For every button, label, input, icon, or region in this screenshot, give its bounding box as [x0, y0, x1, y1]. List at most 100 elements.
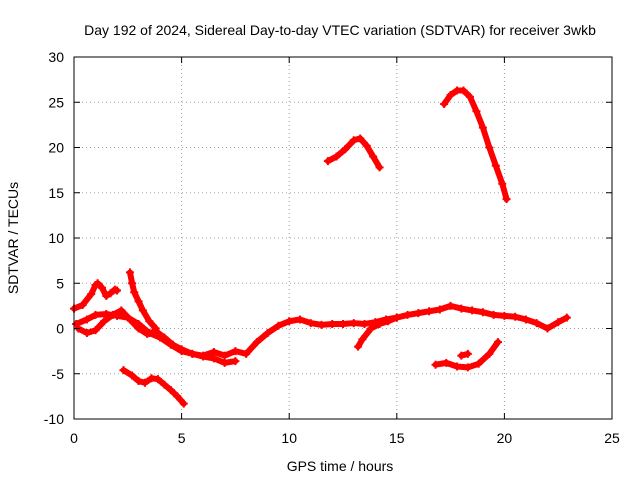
data-point	[384, 317, 393, 326]
data-point	[108, 310, 117, 319]
data-point	[306, 319, 315, 328]
data-point	[119, 366, 128, 375]
x-tick-label: 15	[389, 430, 405, 446]
series-track-4	[125, 268, 160, 333]
series-track-10	[354, 313, 401, 351]
data-point	[93, 279, 102, 288]
data-point	[358, 335, 367, 344]
series-track-1	[70, 279, 122, 313]
data-point	[332, 152, 341, 161]
y-tick-label: -10	[44, 411, 64, 427]
data-point	[145, 317, 154, 326]
data-point	[440, 100, 449, 109]
x-axis-label: GPS time / hours	[287, 458, 394, 474]
data-point	[493, 338, 502, 347]
data-point	[491, 161, 500, 170]
data-point	[82, 329, 91, 338]
data-point	[465, 92, 474, 101]
data-point	[91, 310, 100, 319]
data-point	[554, 318, 563, 327]
data-point	[375, 163, 384, 172]
y-tick-label: -5	[52, 366, 65, 382]
x-tick-label: 10	[281, 430, 297, 446]
x-tick-label: 20	[497, 430, 513, 446]
data-point	[339, 319, 347, 328]
data-point	[134, 297, 143, 306]
data-point	[138, 306, 147, 315]
data-point	[188, 349, 197, 358]
data-point	[425, 307, 434, 316]
data-point	[435, 305, 444, 314]
data-point	[369, 152, 378, 161]
data-point	[82, 315, 91, 324]
x-tick-label: 25	[604, 430, 620, 446]
series-line	[71, 280, 121, 312]
data-point	[354, 342, 363, 351]
data-point	[141, 378, 150, 387]
data-point	[125, 315, 134, 324]
data-point	[478, 308, 487, 317]
data-point	[113, 286, 122, 295]
data-point	[285, 317, 294, 326]
data-point	[151, 324, 160, 333]
data-point	[502, 195, 511, 204]
data-point	[453, 362, 462, 371]
data-point	[295, 315, 304, 324]
data-point	[457, 351, 466, 360]
data-point	[446, 91, 455, 100]
data-point	[78, 300, 87, 309]
data-point	[143, 329, 152, 338]
data-point	[543, 324, 552, 333]
data-point	[446, 301, 455, 310]
data-point	[457, 304, 466, 313]
x-tick-label: 0	[70, 430, 78, 446]
data-point	[328, 319, 337, 328]
data-point	[323, 157, 332, 166]
data-point	[511, 312, 520, 321]
data-point	[500, 311, 509, 320]
data-point	[472, 107, 481, 116]
data-point	[128, 371, 137, 380]
data-point	[252, 338, 261, 347]
data-point	[134, 324, 143, 333]
series-track-7	[440, 86, 511, 204]
data-point	[91, 326, 100, 335]
data-point	[459, 86, 468, 95]
data-point	[274, 321, 283, 330]
data-point	[117, 306, 126, 315]
data-point	[349, 319, 358, 328]
data-point	[485, 143, 494, 152]
data-point	[463, 349, 472, 358]
data-point	[431, 360, 440, 369]
y-tick-label: 0	[56, 321, 64, 337]
data-point	[341, 145, 350, 154]
data-point	[209, 354, 218, 363]
data-point	[160, 380, 169, 389]
data-point	[220, 358, 229, 367]
data-point	[125, 268, 134, 277]
data-point	[498, 179, 507, 188]
data-point	[478, 123, 487, 132]
data-point	[153, 375, 162, 384]
data-point	[356, 134, 365, 143]
data-point	[392, 313, 401, 322]
data-point	[468, 306, 477, 315]
data-point	[168, 340, 177, 349]
axis-ticks: 0 5 10 15 20 25 -10 -5 0 5 10 15 20 25 30	[44, 49, 620, 446]
data-point	[317, 320, 326, 329]
data-point	[100, 317, 109, 326]
data-point	[134, 376, 143, 385]
data-point	[463, 363, 472, 372]
data-point	[130, 288, 139, 297]
data-point	[242, 349, 251, 358]
series-track-9	[457, 349, 472, 360]
data-point	[349, 136, 358, 145]
data-point	[87, 290, 96, 299]
data-point	[360, 319, 369, 328]
data-point	[403, 310, 412, 319]
data-point	[442, 358, 451, 367]
data-point	[166, 386, 175, 395]
y-axis-label: SDTVAR / TECUs	[5, 182, 21, 294]
